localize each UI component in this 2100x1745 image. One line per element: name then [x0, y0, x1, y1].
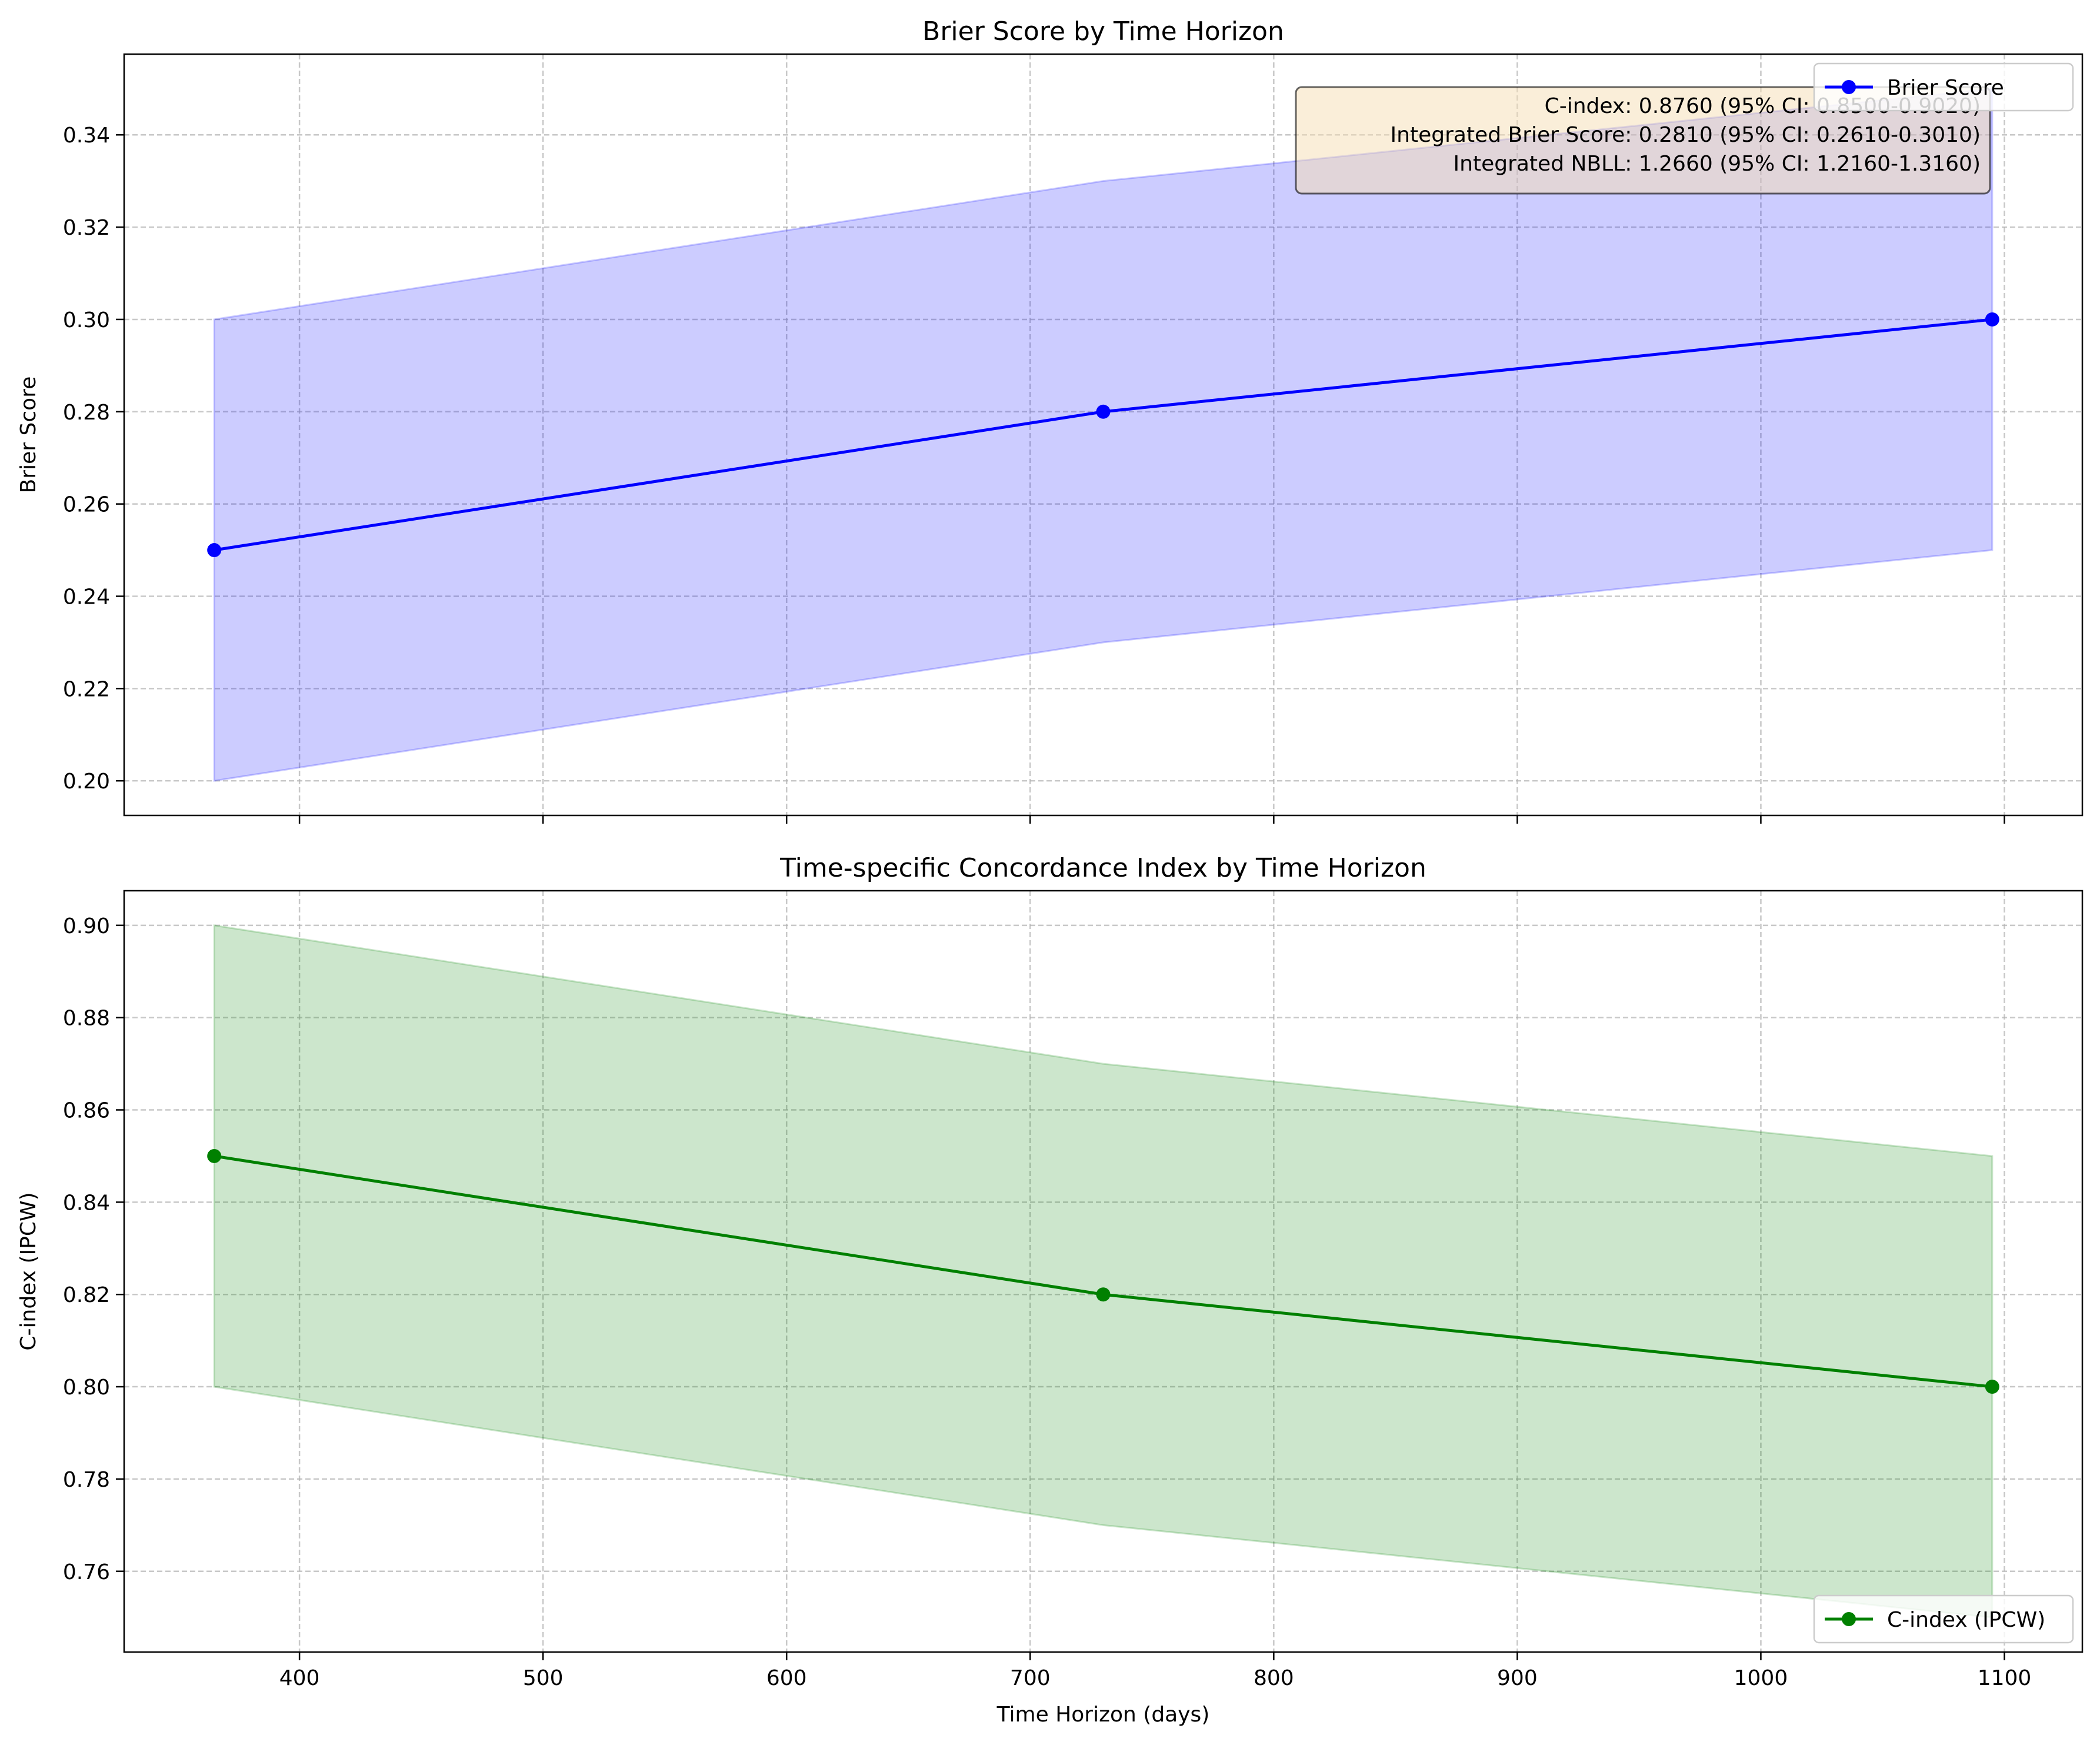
y-tick-label: 0.34 — [63, 124, 110, 148]
y-tick-label: 0.76 — [63, 1560, 110, 1584]
legend-box — [1813, 62, 2074, 112]
x-tick-label: 1000 — [1734, 1666, 1788, 1690]
legend-box — [1813, 1594, 2074, 1644]
data-point — [1096, 1287, 1111, 1302]
x-tick-label: 600 — [766, 1666, 807, 1690]
c-index-chart: 400 500 600 700 800 900 1000 1100 0.76 0.78 0.80 0.… — [16, 853, 2084, 1727]
x-tick-label: 900 — [1497, 1666, 1538, 1690]
x-tick-label: 700 — [1010, 1666, 1051, 1690]
x-tick-label: 500 — [523, 1666, 564, 1690]
y-tick-label: 0.78 — [63, 1468, 110, 1492]
x-tick-label: 400 — [279, 1666, 320, 1690]
y-tick-label: 0.20 — [63, 770, 110, 794]
axes-frame — [123, 890, 2084, 1653]
chart-title: Brier Score by Time Horizon — [922, 16, 1284, 46]
axes-frame — [123, 53, 2084, 817]
y-axis-label: C-index (IPCW) — [16, 1192, 41, 1350]
y-tick-label: 0.84 — [63, 1191, 110, 1215]
y-tick-label: 0.86 — [63, 1099, 110, 1123]
data-point — [1096, 404, 1111, 419]
y-tick-label: 0.26 — [63, 493, 110, 517]
y-tick-label: 0.88 — [63, 1007, 110, 1031]
y-tick-label: 0.28 — [63, 401, 110, 425]
x-axis-label: Time Horizon (days) — [996, 1703, 1210, 1727]
metrics-annotation-line: Integrated Brier Score: 0.2810 (95% CI: … — [1391, 123, 1981, 147]
legend-marker — [1842, 80, 1856, 94]
metrics-annotation-box — [1295, 86, 1991, 195]
y-tick-label: 0.22 — [63, 677, 110, 701]
x-tick-label: 800 — [1254, 1666, 1294, 1690]
metrics-annotation-line: Integrated NBLL: 1.2660 (95% CI: 1.2160-… — [1454, 152, 1981, 176]
y-tick-label: 0.90 — [63, 914, 110, 938]
legend-label: Brier Score — [1887, 76, 2004, 100]
brier-score-chart: 0.20 0.22 0.24 0.26 0.28 0.30 0.32 0.34 Brier Sc… — [16, 16, 2084, 824]
y-tick-label: 0.24 — [63, 585, 110, 609]
legend-marker — [1842, 1612, 1856, 1626]
y-tick-label: 0.82 — [63, 1283, 110, 1307]
y-tick-label: 0.30 — [63, 308, 110, 332]
legend-label: C-index (IPCW) — [1887, 1608, 2045, 1632]
data-point — [1985, 312, 1999, 327]
data-point — [1985, 1380, 1999, 1394]
data-point — [207, 543, 222, 558]
data-point — [207, 1148, 222, 1163]
y-tick-label: 0.32 — [63, 216, 110, 240]
y-axis-label: Brier Score — [16, 377, 41, 494]
chart-title: Time-specific Concordance Index by Time … — [779, 853, 1426, 883]
y-tick-label: 0.80 — [63, 1376, 110, 1400]
confidence-band — [213, 88, 1994, 782]
x-tick-label: 1100 — [1978, 1666, 2032, 1690]
